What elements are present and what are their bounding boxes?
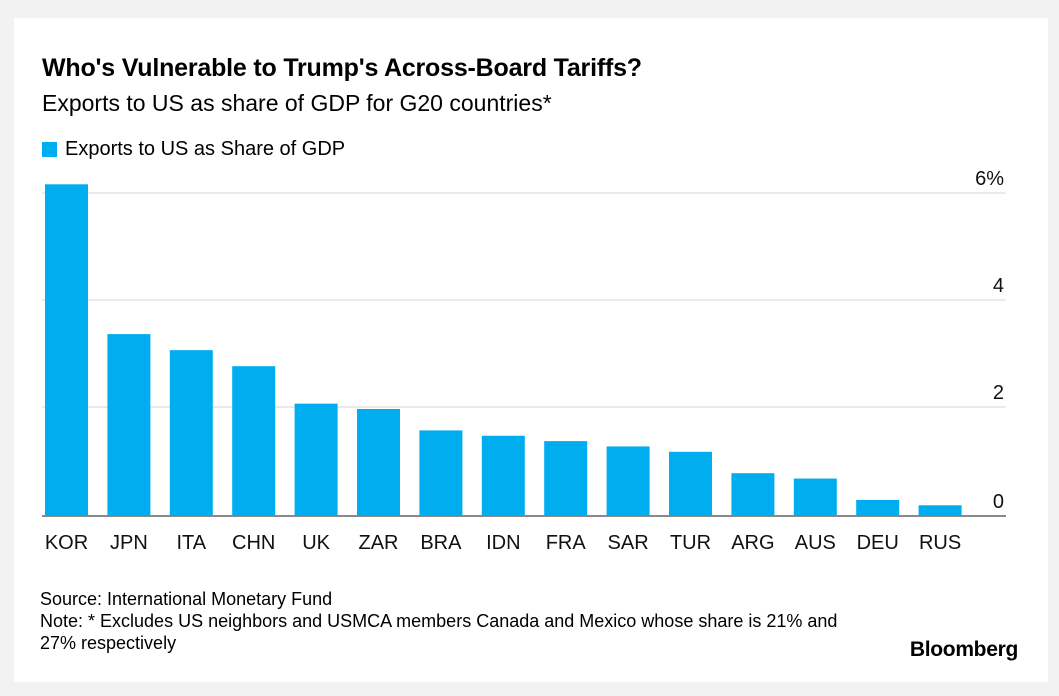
bar-jpn [107, 334, 151, 516]
x-tick-label: JPN [110, 532, 148, 554]
bar-fra [544, 441, 588, 516]
x-tick-label: UK [302, 532, 330, 554]
legend-label: Exports to US as Share of GDP [65, 138, 346, 160]
chart-title: Who's Vulnerable to Trump's Across-Board… [42, 54, 642, 82]
footnote: Note: * Excludes US neighbors and USMCA … [40, 611, 838, 653]
bar-bra [419, 430, 463, 516]
x-tick-label: KOR [45, 532, 88, 554]
y-tick-label: 2 [993, 382, 1004, 404]
x-tick-label: IDN [486, 532, 520, 554]
x-tick-label: TUR [670, 532, 711, 554]
bar-tur [669, 451, 712, 516]
bar-uk [294, 403, 338, 516]
legend-swatch [42, 142, 57, 157]
bar-chn [232, 366, 276, 516]
chart-subtitle: Exports to US as share of GDP for G20 co… [42, 90, 552, 116]
bloomberg-logo: Bloomberg [909, 638, 1018, 661]
bar-sar [606, 446, 650, 516]
bar-rus [918, 505, 962, 516]
y-tick-label: 0 [993, 491, 1004, 513]
x-tick-label: DEU [857, 532, 899, 554]
bar-deu [856, 499, 900, 516]
bar-zar [357, 409, 400, 516]
source-note: Source: International Monetary Fund [40, 589, 333, 609]
x-tick-label: SAR [608, 532, 649, 554]
bar-kor [45, 184, 88, 517]
x-tick-label: CHN [232, 532, 275, 554]
x-tick-label: BRA [420, 532, 462, 554]
bar-ita [169, 350, 213, 516]
x-tick-label: AUS [795, 532, 836, 554]
bar-chart: 0 2 4 6% KOR JPN ITA CHN UK ZAR BRA IDN FRA SAR TUR ARG… [42, 168, 1006, 554]
x-tick-label: FRA [546, 532, 587, 554]
x-tick-label: ZAR [359, 532, 399, 554]
footer: Source: International Monetary Fund Note… [40, 588, 840, 654]
bar-arg [731, 473, 775, 516]
legend: Exports to US as Share of GDP [42, 138, 345, 161]
y-tick-label: 6% [975, 168, 1004, 190]
x-tick-label: ARG [731, 532, 774, 554]
y-tick-label: 4 [993, 275, 1004, 297]
x-tick-label: RUS [919, 532, 961, 554]
x-tick-label: ITA [176, 532, 206, 554]
chart-card: Who's Vulnerable to Trump's Across-Board… [14, 18, 1048, 682]
bar-aus [793, 478, 837, 516]
bar-idn [481, 435, 525, 516]
